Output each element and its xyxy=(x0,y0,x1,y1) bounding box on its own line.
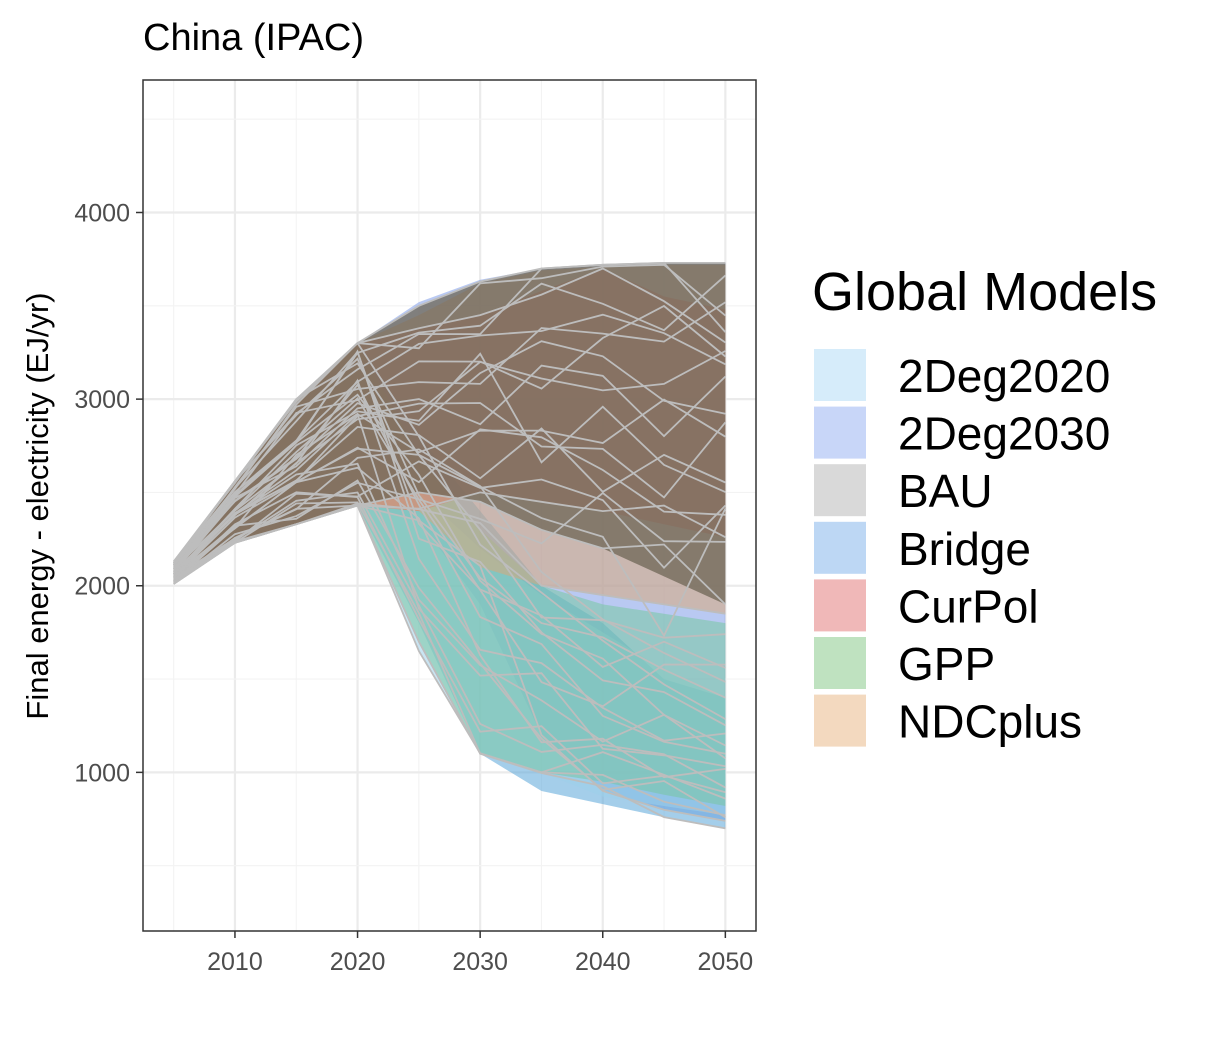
trajectory-line xyxy=(172,263,726,566)
legend-label-2deg2030: 2Deg2030 xyxy=(898,408,1110,460)
trajectory-line xyxy=(173,466,726,779)
legend-swatch-bau xyxy=(814,464,866,517)
trajectory-line xyxy=(173,313,726,567)
trajectory-line xyxy=(173,462,726,760)
x-tick-label: 2030 xyxy=(452,948,508,976)
y-tick-label: 2000 xyxy=(74,573,130,601)
legend-swatch-ndcplus xyxy=(814,694,866,747)
plot-panel-border xyxy=(142,79,757,932)
legend-label-ndcplus: NDCplus xyxy=(898,696,1082,748)
trajectory-line xyxy=(173,364,727,572)
trajectory-line xyxy=(173,397,726,708)
trajectory-line xyxy=(173,378,726,742)
trajectory-line xyxy=(173,350,726,575)
x-tick-label: 2050 xyxy=(698,948,754,976)
legend-label-curpol: CurPol xyxy=(898,580,1039,632)
x-tick-label: 2040 xyxy=(575,948,631,976)
trajectory-line xyxy=(173,491,726,789)
trajectory-line xyxy=(173,398,726,579)
trajectory-line xyxy=(173,502,726,615)
legend-label-bau: BAU xyxy=(898,465,993,517)
y-tick-label: 4000 xyxy=(74,200,130,228)
axis-ticks: 2010 2020 2030 2040 2050 1000 2000 3000 4000 xyxy=(74,200,753,976)
y-tick-label: 3000 xyxy=(74,386,130,414)
trajectory-line xyxy=(173,425,726,573)
y-axis-label: Final energy - electricity (EJ/yr) xyxy=(20,292,55,719)
trajectory-line xyxy=(173,491,726,794)
x-tick-label: 2010 xyxy=(207,948,263,976)
legend-swatch-2deg2020 xyxy=(814,349,866,401)
legend-label-gpp: GPP xyxy=(898,638,995,690)
legend-swatch-bridge xyxy=(814,521,866,574)
trajectory-line xyxy=(173,267,726,566)
legend-label-2deg2020: 2Deg2020 xyxy=(898,350,1110,402)
y-tick-label: 1000 xyxy=(74,759,130,787)
trajectory-lines xyxy=(172,261,727,830)
trajectory-line xyxy=(173,491,726,585)
trajectory-line xyxy=(173,479,726,819)
chart-title: China (IPAC) xyxy=(143,17,364,59)
trajectory-line xyxy=(173,304,726,570)
trajectory-line xyxy=(173,481,726,583)
legend-swatch-2deg2030 xyxy=(814,406,866,459)
trajectory-line xyxy=(173,460,727,583)
legend-swatch-gpp xyxy=(814,637,866,689)
legend-label-bridge: Bridge xyxy=(898,523,1031,575)
legend-swatch-curpol xyxy=(814,579,866,632)
legend-title: Global Models xyxy=(812,262,1157,322)
x-tick-label: 2020 xyxy=(330,948,386,976)
